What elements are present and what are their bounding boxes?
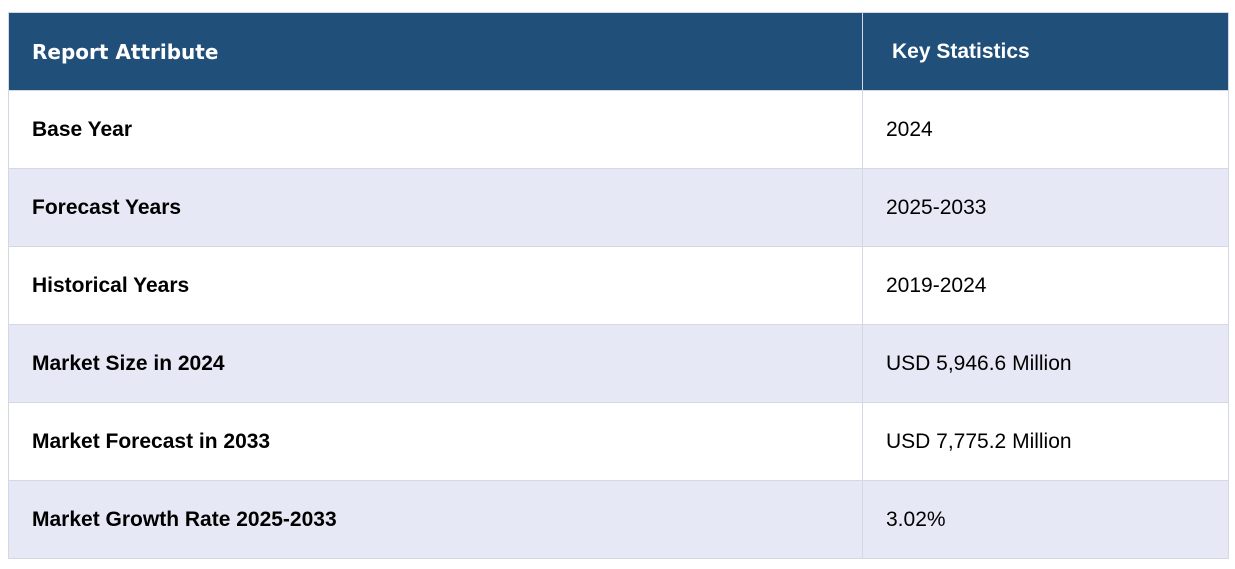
header-row: Report Attribute Key Statistics <box>8 12 1229 91</box>
row-attribute: Market Growth Rate 2025-2033 <box>8 480 863 559</box>
table-row: Market Forecast in 2033 USD 7,775.2 Mill… <box>8 402 1229 481</box>
row-attribute: Market Forecast in 2033 <box>8 402 863 481</box>
table-header: Report Attribute Key Statistics <box>8 12 1229 91</box>
row-attribute: Historical Years <box>8 246 863 325</box>
report-table-container: Report Attribute Key Statistics Base Yea… <box>8 12 1229 559</box>
table-row: Market Size in 2024 USD 5,946.6 Million <box>8 324 1229 403</box>
row-attribute: Market Size in 2024 <box>8 324 863 403</box>
row-attribute: Base Year <box>8 90 863 169</box>
table-row: Historical Years 2019-2024 <box>8 246 1229 325</box>
row-value: 2024 <box>862 90 1229 169</box>
table-row: Market Growth Rate 2025-2033 3.02% <box>8 480 1229 559</box>
table-body: Base Year 2024 Forecast Years 2025-2033 … <box>8 90 1229 559</box>
row-value: USD 5,946.6 Million <box>862 324 1229 403</box>
row-value: USD 7,775.2 Million <box>862 402 1229 481</box>
row-value: 3.02% <box>862 480 1229 559</box>
report-statistics-table: Report Attribute Key Statistics Base Yea… <box>8 12 1229 559</box>
header-report-attribute: Report Attribute <box>8 12 863 91</box>
header-key-statistics: Key Statistics <box>862 12 1229 91</box>
table-row: Forecast Years 2025-2033 <box>8 168 1229 247</box>
table-row: Base Year 2024 <box>8 90 1229 169</box>
row-value: 2025-2033 <box>862 168 1229 247</box>
row-value: 2019-2024 <box>862 246 1229 325</box>
row-attribute: Forecast Years <box>8 168 863 247</box>
